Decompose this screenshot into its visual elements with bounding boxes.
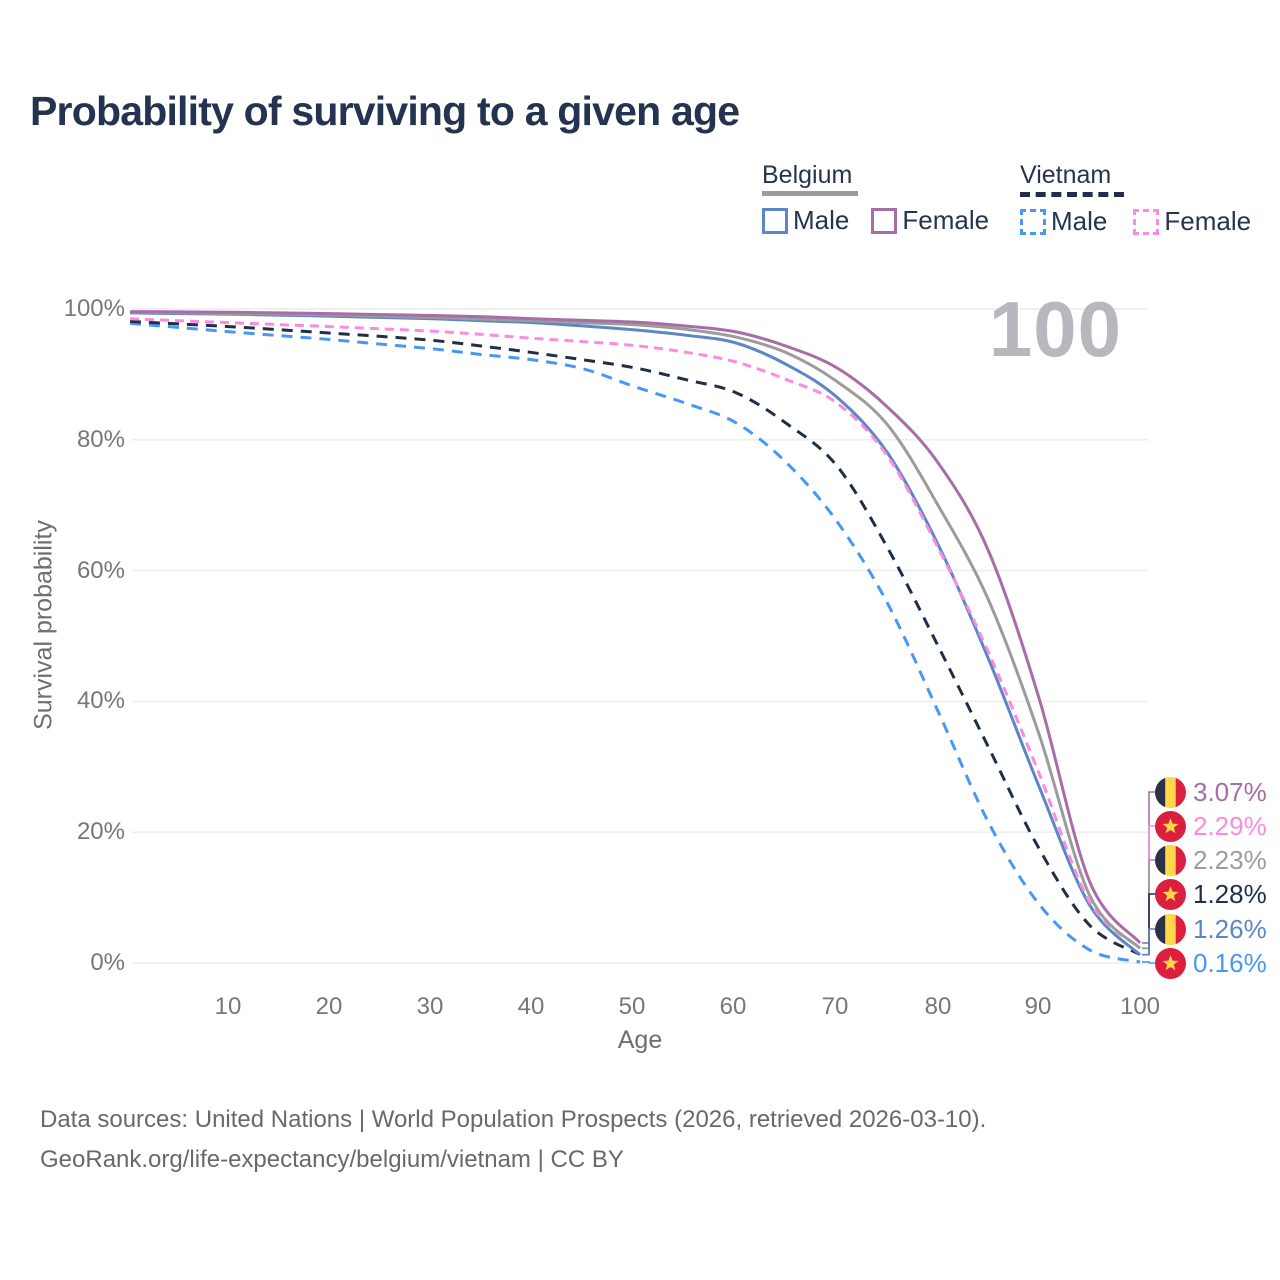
end-label-value: 2.29% bbox=[1193, 810, 1267, 841]
vietnam-male-line[interactable] bbox=[129, 321, 1141, 964]
y-tick-80: 80% bbox=[76, 426, 125, 453]
x-tick-80: 80 bbox=[924, 993, 952, 1020]
vietnam-female-line[interactable] bbox=[129, 317, 1142, 950]
x-tick-70: 70 bbox=[821, 993, 849, 1020]
legend-vietnam-female-label: Female bbox=[1164, 206, 1252, 236]
legend-vietnam-header[interactable]: Vietnam bbox=[1020, 162, 1251, 197]
end-label-row-belgium-male: 1.26% bbox=[1155, 913, 1267, 945]
belgium-male-swatch-icon bbox=[762, 207, 788, 234]
page-title: Probability of surviving to a given age bbox=[30, 88, 740, 134]
end-label-value: 2.23% bbox=[1193, 844, 1267, 875]
belgium-flag-icon bbox=[1155, 776, 1186, 808]
end-label-row-vietnam-male: 0.16% bbox=[1155, 947, 1267, 979]
belgium-female-line[interactable] bbox=[129, 310, 1142, 944]
legend-item-belgium-female[interactable]: Female bbox=[871, 205, 989, 236]
legend-vietnam-items: Male Female bbox=[1020, 206, 1251, 237]
footer-attribution: GeoRank.org/life-expectancy/belgium/viet… bbox=[40, 1146, 624, 1173]
label-leader-line bbox=[1142, 961, 1156, 964]
end-label-value: 1.26% bbox=[1193, 913, 1267, 944]
x-tick-90: 90 bbox=[1024, 993, 1052, 1020]
legend-belgium-label: Belgium bbox=[762, 161, 853, 189]
end-label-row-vietnam-both: 1.28% bbox=[1155, 878, 1267, 910]
y-tick-40: 40% bbox=[76, 687, 125, 714]
x-tick-50: 50 bbox=[618, 993, 646, 1020]
legend-belgium-header[interactable]: Belgium bbox=[762, 162, 989, 196]
x-tick-10: 10 bbox=[214, 993, 242, 1020]
legend-vietnam-male-label: Male bbox=[1051, 206, 1108, 236]
vietnam-flag-icon bbox=[1155, 947, 1186, 979]
y-axis-title: Survival probability bbox=[29, 520, 58, 730]
vietnam-line-sample bbox=[1020, 192, 1124, 197]
belgium-line[interactable] bbox=[129, 310, 1142, 950]
legend-belgium-items: Male Female bbox=[762, 205, 989, 236]
belgium-male-line[interactable] bbox=[129, 311, 1142, 956]
belgium-flag-icon bbox=[1155, 844, 1186, 876]
x-tick-60: 60 bbox=[719, 993, 747, 1020]
label-leader-line bbox=[1142, 928, 1156, 956]
x-tick-20: 20 bbox=[315, 993, 343, 1020]
x-tick-40: 40 bbox=[517, 993, 545, 1020]
y-tick-0: 0% bbox=[90, 949, 125, 976]
vietnam-female-swatch-icon bbox=[1133, 208, 1160, 235]
x-axis-title: Age bbox=[617, 1026, 663, 1054]
vietnam-line[interactable] bbox=[129, 319, 1141, 956]
legend-group-belgium: Belgium Male Female bbox=[762, 162, 989, 236]
hover-age-watermark: 100 bbox=[988, 285, 1122, 373]
y-tick-60: 60% bbox=[76, 557, 125, 584]
belgium-line-sample bbox=[762, 191, 858, 196]
vietnam-flag-icon bbox=[1155, 810, 1186, 842]
vietnam-flag-icon bbox=[1155, 878, 1186, 910]
vietnam-male-swatch-icon bbox=[1020, 208, 1046, 235]
belgium-flag-icon bbox=[1155, 913, 1186, 945]
x-tick-30: 30 bbox=[416, 993, 444, 1020]
y-tick-20: 20% bbox=[76, 818, 125, 845]
y-tick-100: 100% bbox=[63, 295, 125, 322]
legend-belgium-male-label: Male bbox=[793, 205, 850, 235]
legend-item-vietnam-female[interactable]: Female bbox=[1133, 206, 1251, 237]
legend-item-vietnam-male[interactable]: Male bbox=[1020, 206, 1107, 237]
end-label-row-belgium-both: 2.23% bbox=[1155, 844, 1267, 876]
legend-item-belgium-male[interactable]: Male bbox=[762, 205, 849, 236]
legend-belgium-female-label: Female bbox=[902, 205, 990, 235]
end-label-value: 0.16% bbox=[1193, 947, 1267, 978]
end-label-row-vietnam-female: 2.29% bbox=[1155, 810, 1267, 842]
end-label-value: 3.07% bbox=[1193, 776, 1267, 807]
belgium-female-swatch-icon bbox=[871, 207, 898, 234]
end-label-row-belgium-female: 3.07% bbox=[1155, 776, 1267, 808]
end-label-value: 1.28% bbox=[1193, 878, 1267, 909]
footer-data-sources: Data sources: United Nations | World Pop… bbox=[40, 1106, 987, 1133]
x-tick-100: 100 bbox=[1119, 993, 1161, 1020]
legend-vietnam-label: Vietnam bbox=[1020, 161, 1112, 189]
legend-group-vietnam: Vietnam Male Female bbox=[1020, 162, 1251, 237]
